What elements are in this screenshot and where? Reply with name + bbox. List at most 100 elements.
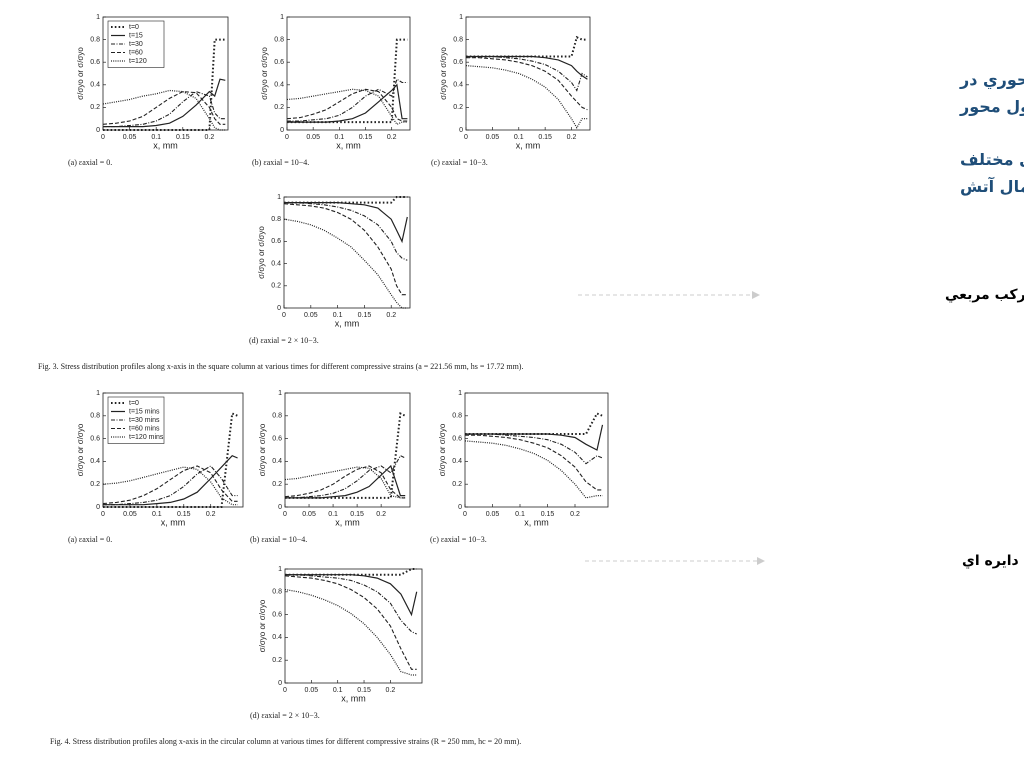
y-tick-label: 0.8: [271, 216, 281, 223]
y-tick-label: 1: [458, 390, 462, 397]
legend-label: t=120 mins: [129, 434, 164, 441]
y-tick-label: 0.8: [453, 36, 463, 43]
x-tick-label: 0.05: [123, 134, 137, 141]
legend-label: t=30 mins: [129, 417, 160, 424]
y-tick-label: 0.8: [90, 36, 100, 43]
x-tick-label: 0: [464, 134, 468, 141]
x-tick-label: 0.15: [177, 511, 191, 518]
plot-frame: [284, 392, 411, 508]
legend-label: t=60 mins: [129, 425, 160, 432]
x-axis-label: x, mm: [161, 517, 186, 527]
y-axis-label: σ/σyo or σ/σyo: [76, 423, 85, 476]
legend-label: t=0: [129, 400, 139, 407]
series-line: [284, 202, 408, 261]
y-tick-label: 0.2: [90, 104, 100, 111]
legend-label: t=60: [129, 49, 143, 56]
x-tick-label: 0: [282, 312, 286, 319]
x-tick-label: 0: [283, 511, 287, 518]
y-tick-label: 0.6: [90, 435, 100, 442]
y-axis-label: σ/σyo or σ/σyo: [257, 226, 266, 279]
x-tick-label: 0.15: [538, 134, 552, 141]
y-axis-label: σ/σyo or σ/σyo: [76, 47, 85, 100]
series-line: [284, 465, 406, 499]
y-tick-label: 0.4: [90, 458, 100, 465]
y-tick-label: 0.6: [272, 611, 282, 618]
x-tick-label: 0.15: [357, 687, 371, 694]
x-tick-label: 0.1: [334, 134, 344, 141]
series-line: [103, 90, 226, 128]
y-tick-label: 0.2: [271, 283, 281, 290]
x-axis-label: x, mm: [335, 318, 360, 328]
y-axis-label: σ/σyo or σ/σyo: [438, 423, 447, 476]
x-tick-label: 0.2: [205, 134, 215, 141]
y-tick-label: 1: [96, 390, 100, 397]
y-axis-label: σ/σyo or σ/σyo: [258, 423, 267, 476]
series-line: [102, 465, 238, 505]
y-tick-label: 0.8: [452, 413, 462, 420]
slide-subheading: تحت مدت زمانهاي مختلفاعمال آتش: [960, 150, 1024, 196]
x-tick-label: 0.15: [541, 511, 555, 518]
y-axis-label: σ/σyo or σ/σyo: [439, 47, 448, 100]
series-line: [465, 434, 603, 491]
y-tick-label: 0.2: [90, 481, 100, 488]
legend-label: t=15: [129, 32, 143, 39]
series-line: [285, 411, 406, 499]
y-tick-label: 0: [458, 504, 462, 511]
x-tick-label: 0.05: [123, 511, 137, 518]
y-tick-label: 0.2: [274, 104, 284, 111]
series-line: [285, 574, 418, 617]
y-tick-label: 0.4: [453, 82, 463, 89]
series-line: [464, 440, 603, 499]
legend-label: t=15 mins: [129, 408, 160, 415]
plot-frame: [465, 16, 591, 131]
y-tick-label: 0.8: [90, 413, 100, 420]
x-tick-label: 0.05: [306, 134, 320, 141]
x-axis-label: x, mm: [335, 517, 360, 527]
y-tick-label: 0: [280, 127, 284, 134]
series-line: [284, 466, 406, 499]
x-axis-label: x, mm: [524, 517, 549, 527]
y-tick-label: 0.6: [271, 238, 281, 245]
x-tick-label: 0: [101, 511, 105, 518]
x-tick-label: 0.2: [387, 134, 397, 141]
x-tick-label: 0.2: [567, 134, 577, 141]
y-tick-label: 0: [96, 504, 100, 511]
series-line: [285, 464, 406, 499]
series-line: [283, 203, 408, 296]
y-tick-label: 0: [278, 680, 282, 687]
chart-caption: (b) εaxial = 10−4.: [252, 158, 309, 167]
plot-frame: [102, 16, 229, 131]
y-tick-label: 0: [96, 127, 100, 134]
x-tick-label: 0.1: [515, 511, 525, 518]
y-tick-label: 0.6: [452, 435, 462, 442]
series-line: [103, 38, 226, 131]
y-tick-label: 1: [278, 390, 282, 397]
y-tick-label: 0.4: [90, 82, 100, 89]
y-tick-label: 0.4: [271, 260, 281, 267]
x-tick-label: 0.05: [302, 511, 316, 518]
y-tick-label: 0.8: [272, 589, 282, 596]
y-tick-label: 0: [459, 127, 463, 134]
x-axis-label: x, mm: [516, 140, 541, 150]
y-tick-label: 1: [278, 566, 282, 573]
series-line: [102, 89, 226, 131]
series-line: [465, 65, 588, 129]
x-tick-label: 0.1: [152, 511, 162, 518]
y-tick-label: 0.2: [452, 481, 462, 488]
x-tick-label: 0.05: [305, 687, 319, 694]
series-line: [102, 466, 238, 506]
y-tick-label: 1: [96, 14, 100, 21]
y-axis-label: σ/σyo or σ/σyo: [258, 599, 267, 652]
x-tick-label: 0: [101, 134, 105, 141]
series-line: [103, 465, 238, 506]
x-tick-label: 0: [285, 134, 289, 141]
chart-caption: (d) εaxial = 2 × 10−3.: [250, 711, 320, 720]
plot-frame: [464, 392, 609, 508]
legend-label: t=0: [129, 24, 139, 31]
y-tick-label: 0.4: [272, 634, 282, 641]
x-tick-label: 0.1: [328, 511, 338, 518]
y-tick-label: 0.2: [272, 481, 282, 488]
x-tick-label: 0.05: [486, 511, 500, 518]
